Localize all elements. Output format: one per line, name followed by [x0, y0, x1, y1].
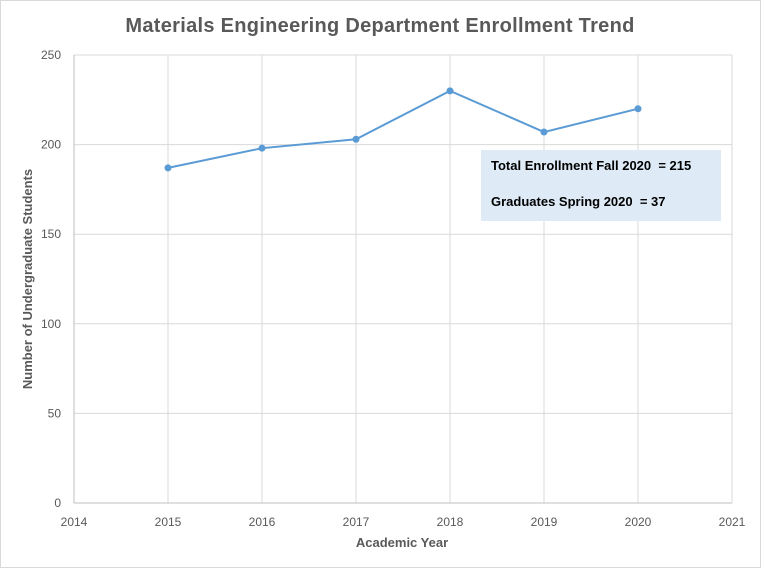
- x-tick-label: 2021: [719, 515, 746, 529]
- axes: [73, 55, 732, 504]
- series-layer: [164, 87, 642, 172]
- y-tick-label: 250: [41, 48, 61, 62]
- data-point: [352, 135, 360, 143]
- annotation-total-enrollment: Total Enrollment Fall 2020 = 215: [491, 158, 691, 173]
- y-axis-title: Number of Undergraduate Students: [20, 169, 35, 389]
- y-tick-label: 0: [54, 496, 61, 510]
- y-tick-label: 200: [41, 138, 61, 152]
- x-tick-label: 2015: [155, 515, 182, 529]
- chart-title: Materials Engineering Department Enrollm…: [125, 15, 634, 37]
- data-point: [634, 105, 642, 113]
- annotation-background: [481, 150, 721, 221]
- data-point: [164, 164, 172, 172]
- x-tick-label: 2019: [531, 515, 558, 529]
- x-axis-title: Academic Year: [356, 535, 448, 550]
- x-tick-label: 2020: [625, 515, 652, 529]
- series-line: [167, 89, 639, 169]
- data-point: [540, 128, 548, 136]
- y-tick-label: 150: [41, 227, 61, 241]
- y-tick-label: 50: [48, 406, 62, 420]
- x-tick-labels: 2014 2015 2016 2017 2018 2019 2020 2021: [61, 515, 746, 529]
- annotation-box: Total Enrollment Fall 2020 = 215 Graduat…: [481, 150, 721, 221]
- annotation-graduates: Graduates Spring 2020 = 37: [491, 194, 666, 209]
- y-tick-labels: 0 50 100 150 200 250: [41, 48, 61, 510]
- gridlines: [74, 54, 733, 503]
- x-tick-label: 2014: [61, 515, 88, 529]
- x-tick-label: 2017: [343, 515, 370, 529]
- data-point: [446, 87, 454, 95]
- x-tick-label: 2016: [249, 515, 276, 529]
- y-tick-label: 100: [41, 317, 61, 331]
- x-tick-label: 2018: [437, 515, 464, 529]
- data-point: [258, 144, 266, 152]
